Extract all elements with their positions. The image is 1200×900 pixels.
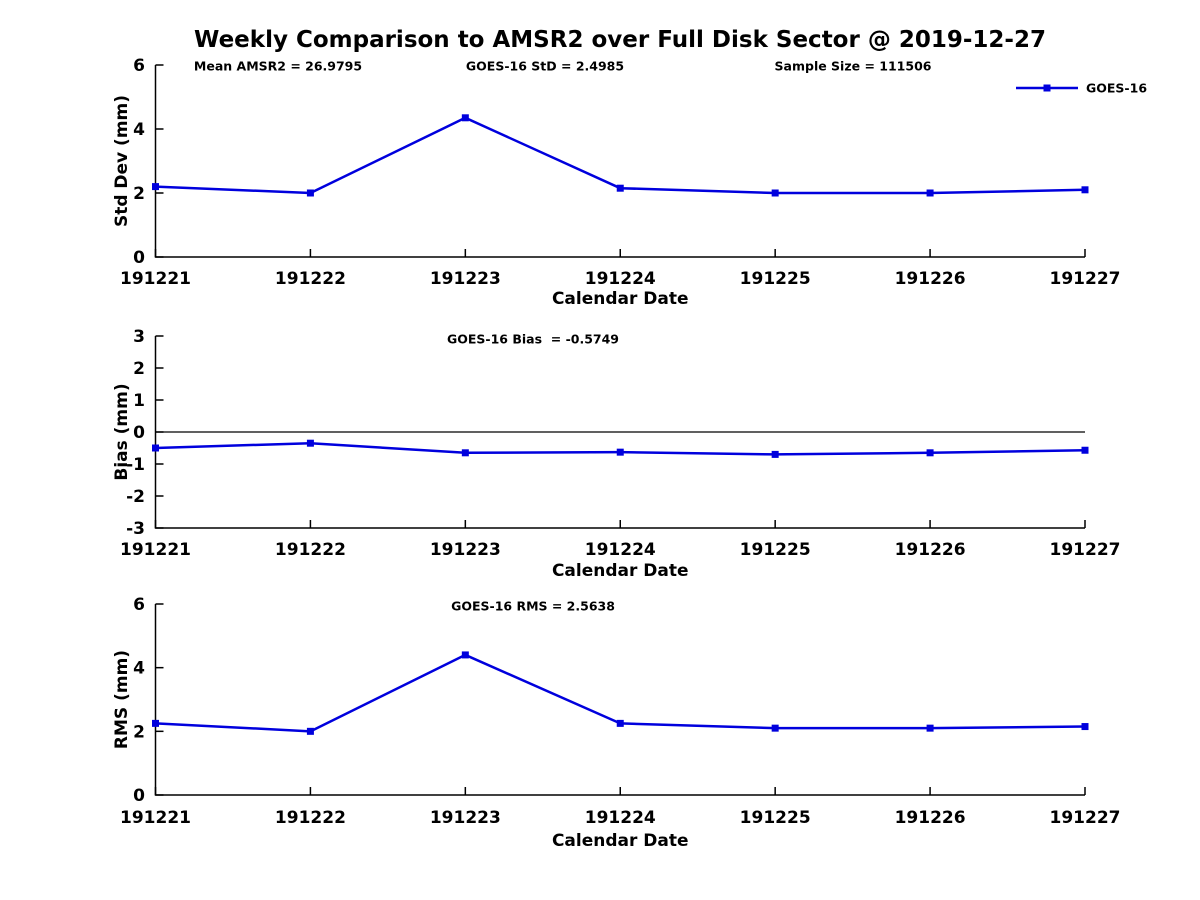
series-marker: [926, 189, 934, 197]
series-marker: [461, 651, 469, 659]
x-tick-label: 191226: [895, 540, 966, 560]
y-tick-label: 2: [133, 722, 145, 742]
y-tick-label: -1: [126, 455, 145, 475]
x-axis-title: Calendar Date: [552, 289, 689, 309]
series-marker: [926, 724, 934, 732]
annotation: Sample Size = 111506: [775, 58, 932, 73]
x-tick-label: 191225: [740, 269, 811, 289]
y-tick-label: 6: [133, 56, 145, 76]
x-tick-label: 191222: [275, 540, 346, 560]
series-marker: [771, 724, 779, 732]
y-tick-label: 4: [133, 120, 145, 140]
y-tick-label: 0: [133, 248, 145, 268]
chart-panel-std-dev: 0 2 4 6 191221 191222 191223 191224 191225 191226…: [112, 56, 1147, 309]
x-tick-label: 191224: [585, 540, 656, 560]
x-tick-label: 191222: [275, 808, 346, 828]
y-tick-label: 6: [133, 595, 145, 615]
y-tick-label: 0: [133, 423, 145, 443]
x-tick-label: 191226: [895, 808, 966, 828]
x-tick-label: 191224: [585, 269, 656, 289]
series-marker: [461, 449, 469, 457]
x-tick-label: 191224: [585, 808, 656, 828]
x-tick-label: 191222: [275, 269, 346, 289]
series-marker: [306, 189, 314, 197]
series-marker: [1081, 446, 1089, 454]
legend-marker: [1043, 84, 1051, 92]
y-tick-label: 1: [133, 391, 145, 411]
annotation: GOES-16 RMS = 2.5638: [451, 598, 615, 613]
figure-title: Weekly Comparison to AMSR2 over Full Dis…: [194, 27, 1046, 53]
y-axis-title: Std Dev (mm): [112, 95, 132, 227]
series-marker: [1081, 186, 1089, 194]
x-axis-title: Calendar Date: [552, 561, 689, 581]
x-tick-label: 191227: [1050, 808, 1121, 828]
legend: GOES-16: [1016, 80, 1147, 95]
x-tick-label: 191227: [1050, 540, 1121, 560]
x-tick-label: 191223: [430, 808, 501, 828]
series-marker: [152, 183, 159, 191]
series-line: [155, 116, 1086, 195]
series-marker: [461, 114, 469, 122]
y-tick-label: 3: [133, 327, 145, 347]
x-tick-label: 191225: [740, 808, 811, 828]
series-marker: [152, 444, 159, 452]
series-marker: [306, 727, 314, 735]
x-axis-title: Calendar Date: [552, 831, 689, 851]
series-marker: [771, 189, 779, 197]
series-marker: [152, 719, 159, 727]
y-tick-label: 0: [133, 786, 145, 806]
x-tick-label: 191223: [430, 269, 501, 289]
series-marker: [616, 184, 624, 192]
y-tick-label: 2: [133, 359, 145, 379]
series-line: [155, 653, 1086, 733]
x-tick-label: 191227: [1050, 269, 1121, 289]
x-tick-label: 191221: [120, 540, 191, 560]
axis-lines: [154, 65, 1085, 258]
x-tick-label: 191221: [120, 808, 191, 828]
annotation: GOES-16 Bias = -0.5749: [447, 331, 619, 346]
series-marker: [771, 450, 779, 458]
x-tick-label: 191221: [120, 269, 191, 289]
series-marker: [616, 448, 624, 456]
y-tick-label: -2: [126, 487, 145, 507]
series-marker: [926, 449, 934, 457]
annotation: Mean AMSR2 = 26.9795: [194, 58, 362, 73]
axis-lines: [154, 604, 1085, 796]
legend-label: GOES-16: [1086, 80, 1147, 95]
annotation: GOES-16 StD = 2.4985: [466, 58, 624, 73]
series-marker: [306, 439, 314, 447]
x-tick-label: 191223: [430, 540, 501, 560]
chart-panel-rms: 0 2 4 6 191221 191222 191223 191224 191225 191226…: [112, 595, 1121, 851]
series-marker: [616, 719, 624, 727]
series-marker: [1081, 723, 1089, 731]
y-tick-label: 2: [133, 184, 145, 204]
x-tick-label: 191225: [740, 540, 811, 560]
y-tick-label: 4: [133, 659, 145, 679]
x-tick-label: 191226: [895, 269, 966, 289]
y-axis-title: RMS (mm): [112, 650, 132, 749]
y-tick-label: -3: [126, 519, 145, 539]
y-axis-title: Bias (mm): [112, 383, 132, 480]
